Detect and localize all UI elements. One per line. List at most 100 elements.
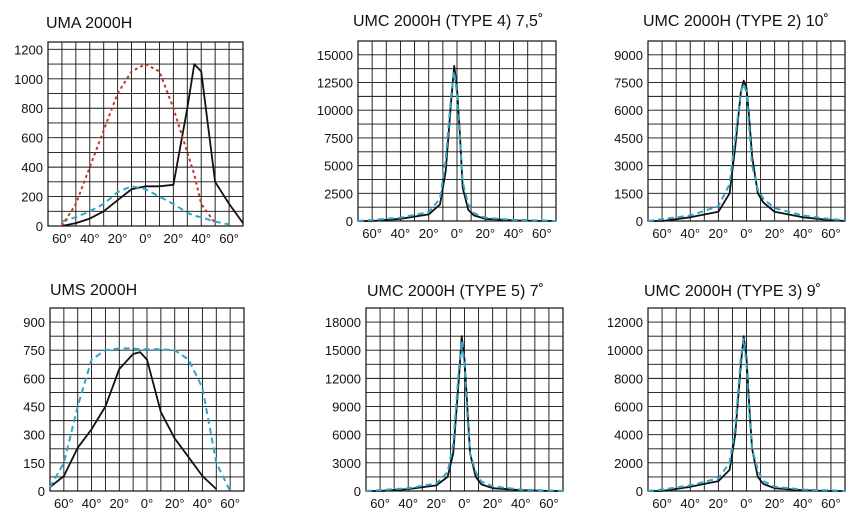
chart-grid [49, 307, 245, 492]
plot-frame [49, 307, 245, 492]
x-tick-label: 40° [193, 496, 213, 511]
x-tick-label: 60° [219, 231, 239, 246]
x-tick-label: 20° [165, 496, 185, 511]
y-tick-label: 12000 [607, 315, 643, 330]
y-tick-label: 10000 [317, 103, 353, 118]
y-tick-label: 450 [23, 400, 45, 415]
plot-frame [647, 40, 846, 222]
x-tick-label: 40° [391, 226, 411, 241]
y-tick-label: 1500 [614, 186, 643, 201]
x-tick-label: 0° [740, 226, 752, 241]
chart-title: UMC 2000H (TYPE 5) 7˚ [367, 283, 544, 300]
series-line-dash-cyan [365, 339, 564, 492]
x-tick-label: 0° [451, 226, 463, 241]
plot-frame [647, 307, 846, 492]
x-tick-label: 60° [220, 496, 240, 511]
y-tick-label: 2000 [614, 456, 643, 471]
chart-grid [357, 40, 557, 222]
y-tick-label: 12500 [317, 76, 353, 91]
chart-umc-type4: UMC 2000H (TYPE 4) 7,5˚ 0 2500 5000 7500 100… [317, 13, 557, 241]
x-tick-label: 60° [370, 496, 390, 511]
x-tick-label: 60° [539, 496, 559, 511]
chart-ums-2000h: UMS 2000H 0 150 300 450 600 750 900 60° 40° 20° 0°… [23, 282, 245, 511]
chart-title: UMC 2000H (TYPE 3) 9˚ [644, 283, 821, 300]
series-line-solid [366, 335, 563, 492]
y-tick-label: 1000 [14, 72, 43, 87]
chart-title: UMS 2000H [50, 282, 137, 299]
y-tick-label: 7500 [614, 76, 643, 91]
chart-grid [365, 307, 564, 492]
x-tick-label: 40° [793, 226, 813, 241]
y-tick-label: 9000 [614, 48, 643, 63]
y-tick-label: 400 [21, 160, 43, 175]
x-tick-label: 40° [680, 496, 700, 511]
x-tick-label: 40° [191, 231, 211, 246]
y-tick-label: 15000 [317, 48, 353, 63]
chart-umc-type5: UMC 2000H (TYPE 5) 7˚ 0 3000 6000 9000 12000… [325, 283, 564, 511]
y-tick-label: 7500 [324, 131, 353, 146]
y-tick-label: 0 [36, 219, 43, 234]
y-tick-label: 750 [23, 343, 45, 358]
plot-frame [47, 41, 244, 227]
y-tick-label: 6000 [614, 400, 643, 415]
x-tick-label: 40° [511, 496, 531, 511]
x-tick-label: 20° [765, 496, 785, 511]
y-tick-label: 0 [346, 214, 353, 229]
x-tick-label: 40° [504, 226, 524, 241]
chart-umc-type3: UMC 2000H (TYPE 3) 9˚ 0 2000 4000 6000 8000 1… [607, 283, 846, 511]
x-tick-label: 20° [419, 226, 439, 241]
chart-uma-2000h: UMA 2000H 0 200 400 600 800 1000 1200 60° 40° 20°… [14, 15, 244, 246]
chart-title: UMC 2000H (TYPE 4) 7,5˚ [353, 13, 543, 30]
plot-frame [357, 40, 557, 222]
y-tick-label: 2500 [324, 186, 353, 201]
x-tick-label: 0° [141, 496, 153, 511]
x-tick-label: 40° [80, 231, 100, 246]
x-tick-label: 40° [82, 496, 102, 511]
y-tick-label: 300 [23, 428, 45, 443]
y-tick-label: 800 [21, 101, 43, 116]
x-tick-label: 60° [652, 226, 672, 241]
series-line-dash-red [61, 63, 216, 227]
y-tick-label: 6000 [332, 428, 361, 443]
y-tick-label: 5000 [324, 159, 353, 174]
y-tick-label: 0 [354, 484, 361, 499]
y-tick-label: 200 [21, 190, 43, 205]
series-line-dash-cyan [49, 347, 231, 492]
y-tick-label: 3000 [614, 159, 643, 174]
y-tick-label: 0 [636, 214, 643, 229]
x-tick-label: 40° [793, 496, 813, 511]
x-tick-label: 60° [532, 226, 552, 241]
y-tick-label: 6000 [614, 103, 643, 118]
x-tick-label: 60° [362, 226, 382, 241]
chart-grid [647, 40, 846, 222]
x-tick-label: 0° [458, 496, 470, 511]
series-line-dash-cyan [647, 83, 846, 222]
y-tick-label: 0 [38, 484, 45, 499]
y-tick-label: 10000 [607, 343, 643, 358]
x-tick-label: 20° [475, 226, 495, 241]
y-tick-label: 9000 [332, 400, 361, 415]
x-tick-label: 20° [709, 226, 729, 241]
y-tick-label: 18000 [325, 315, 361, 330]
y-tick-label: 150 [23, 456, 45, 471]
series-line-solid [49, 351, 217, 490]
x-tick-label: 20° [709, 496, 729, 511]
x-tick-label: 20° [164, 231, 184, 246]
series-line-solid [648, 79, 846, 222]
x-tick-label: 60° [54, 496, 74, 511]
y-tick-label: 4000 [614, 428, 643, 443]
x-tick-label: 40° [680, 226, 700, 241]
y-tick-label: 600 [21, 131, 43, 146]
y-tick-label: 8000 [614, 371, 643, 386]
chart-umc-type2: UMC 2000H (TYPE 2) 10˚ 0 1500 3000 4500 6000… [614, 13, 846, 241]
series-line-dash-cyan [647, 338, 846, 492]
x-tick-label: 20° [108, 231, 128, 246]
y-tick-label: 0 [636, 484, 643, 499]
chart-grid [647, 307, 846, 492]
x-tick-label: 60° [821, 226, 841, 241]
y-tick-label: 900 [23, 315, 45, 330]
x-tick-label: 60° [52, 231, 72, 246]
x-tick-label: 60° [652, 496, 672, 511]
y-tick-label: 4500 [614, 131, 643, 146]
